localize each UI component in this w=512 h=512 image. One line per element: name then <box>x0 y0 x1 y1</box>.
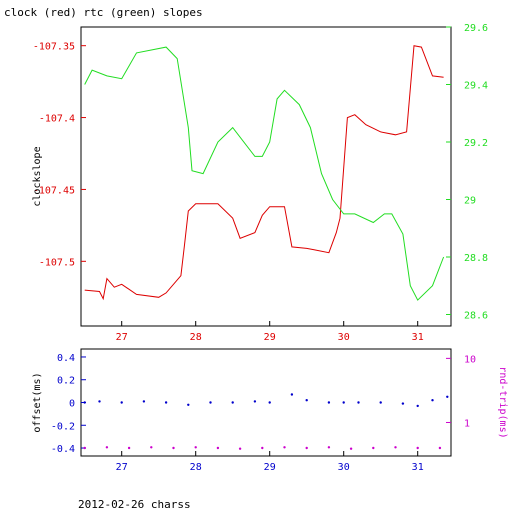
y2-axis-label: rnd-trip(ms) <box>497 366 508 438</box>
series-offset-point <box>357 401 360 404</box>
series-rnd-trip-point <box>305 446 308 450</box>
series-offset-point <box>209 401 212 404</box>
series-rnd-trip-point <box>394 446 397 449</box>
series-offset-point <box>120 401 123 404</box>
y2-tick-label: 29 <box>464 196 476 207</box>
y2-tick-label: 29.4 <box>464 81 488 92</box>
y2-tick-label: 28.8 <box>464 253 488 264</box>
series-offset-point <box>416 404 419 408</box>
y-tick-label: -107.5 <box>39 257 75 268</box>
series-rnd-trip-point <box>327 446 331 449</box>
series-offset-point <box>231 401 234 404</box>
series-rnd-trip-point <box>150 446 153 449</box>
y-tick-label: 0.2 <box>57 376 75 387</box>
x-tick-label: 28 <box>190 462 202 473</box>
top-plot-frame <box>80 26 452 327</box>
y-axis-label: offset(ms) <box>32 372 43 432</box>
series-offset-point <box>379 401 382 404</box>
series-offset-point <box>253 400 257 403</box>
y-tick-label: 0.4 <box>57 353 75 364</box>
x-tick-label: 31 <box>412 332 424 343</box>
series-clock-line <box>84 45 444 301</box>
y2-tick-label: 28.6 <box>464 311 488 322</box>
series-offset-point <box>342 401 345 404</box>
x-tick-label: 30 <box>338 462 350 473</box>
y-tick-label: -0.2 <box>51 421 75 432</box>
series-offset-point <box>327 401 331 404</box>
chart-title: clock (red) rtc (green) slopes <box>4 6 203 19</box>
footer-caption: 2012-02-26 charss <box>78 498 191 511</box>
series-offset-point <box>431 399 434 402</box>
series-offset-point <box>187 403 190 406</box>
clock-rtc-slopes-panel: 27 28 29 30 31 -107.35 -107.4 -107.45 -107.5 29.6… <box>32 23 488 343</box>
y2-tick-label: 29.2 <box>464 138 488 149</box>
series-rnd-trip-point <box>283 446 286 449</box>
series-offset-point <box>290 393 294 396</box>
series-offset-point <box>98 400 101 403</box>
series-rnd-trip-point <box>172 446 175 450</box>
series-offset-point <box>305 399 308 402</box>
y-tick-label: -0.4 <box>51 444 75 455</box>
series-rnd-trip-point <box>416 446 419 450</box>
series-rnd-trip-point <box>349 447 353 450</box>
y-tick-label: 0 <box>69 399 75 410</box>
series-rnd-trip-point <box>105 446 109 449</box>
x-tick-label: 29 <box>264 332 276 343</box>
series-offset-point <box>142 400 146 403</box>
series-offset-point <box>268 401 271 404</box>
x-tick-label: 30 <box>338 332 350 343</box>
series-rnd-trip-point <box>127 446 131 450</box>
series-offset-point <box>446 395 449 398</box>
offset-roundtrip-panel: 27 28 29 30 31 0.4 0.2 0 -0.2 -0.4 10 1 offset(ms) rn… <box>32 348 508 473</box>
y-tick-label: -107.4 <box>39 114 75 125</box>
x-tick-label: 31 <box>412 462 424 473</box>
x-tick-label: 27 <box>116 332 128 343</box>
y2-tick-label: 10 <box>464 354 476 365</box>
series-rtc-line <box>84 46 445 301</box>
series-rnd-trip-point <box>372 446 375 450</box>
y2-tick-label: 29.6 <box>464 23 488 34</box>
y-axis-label: clockslope <box>32 146 43 206</box>
bottom-plot-frame <box>80 348 452 457</box>
series-rnd-trip-point <box>83 446 86 450</box>
y2-tick-label: 1 <box>464 418 470 429</box>
series-offset-point <box>164 401 168 404</box>
series-rnd-trip-point <box>261 446 264 450</box>
y-tick-label: -107.35 <box>33 42 75 53</box>
series-offset-point <box>401 402 405 405</box>
y-tick-label: -107.45 <box>33 185 75 196</box>
x-tick-label: 29 <box>264 462 276 473</box>
series-rnd-trip-point <box>238 447 242 450</box>
series-rnd-trip-point <box>438 446 442 450</box>
series-rnd-trip-point <box>216 446 220 450</box>
x-tick-label: 28 <box>190 332 202 343</box>
x-tick-label: 27 <box>116 462 128 473</box>
series-rnd-trip-point <box>194 446 197 449</box>
series-offset-point <box>83 401 86 404</box>
